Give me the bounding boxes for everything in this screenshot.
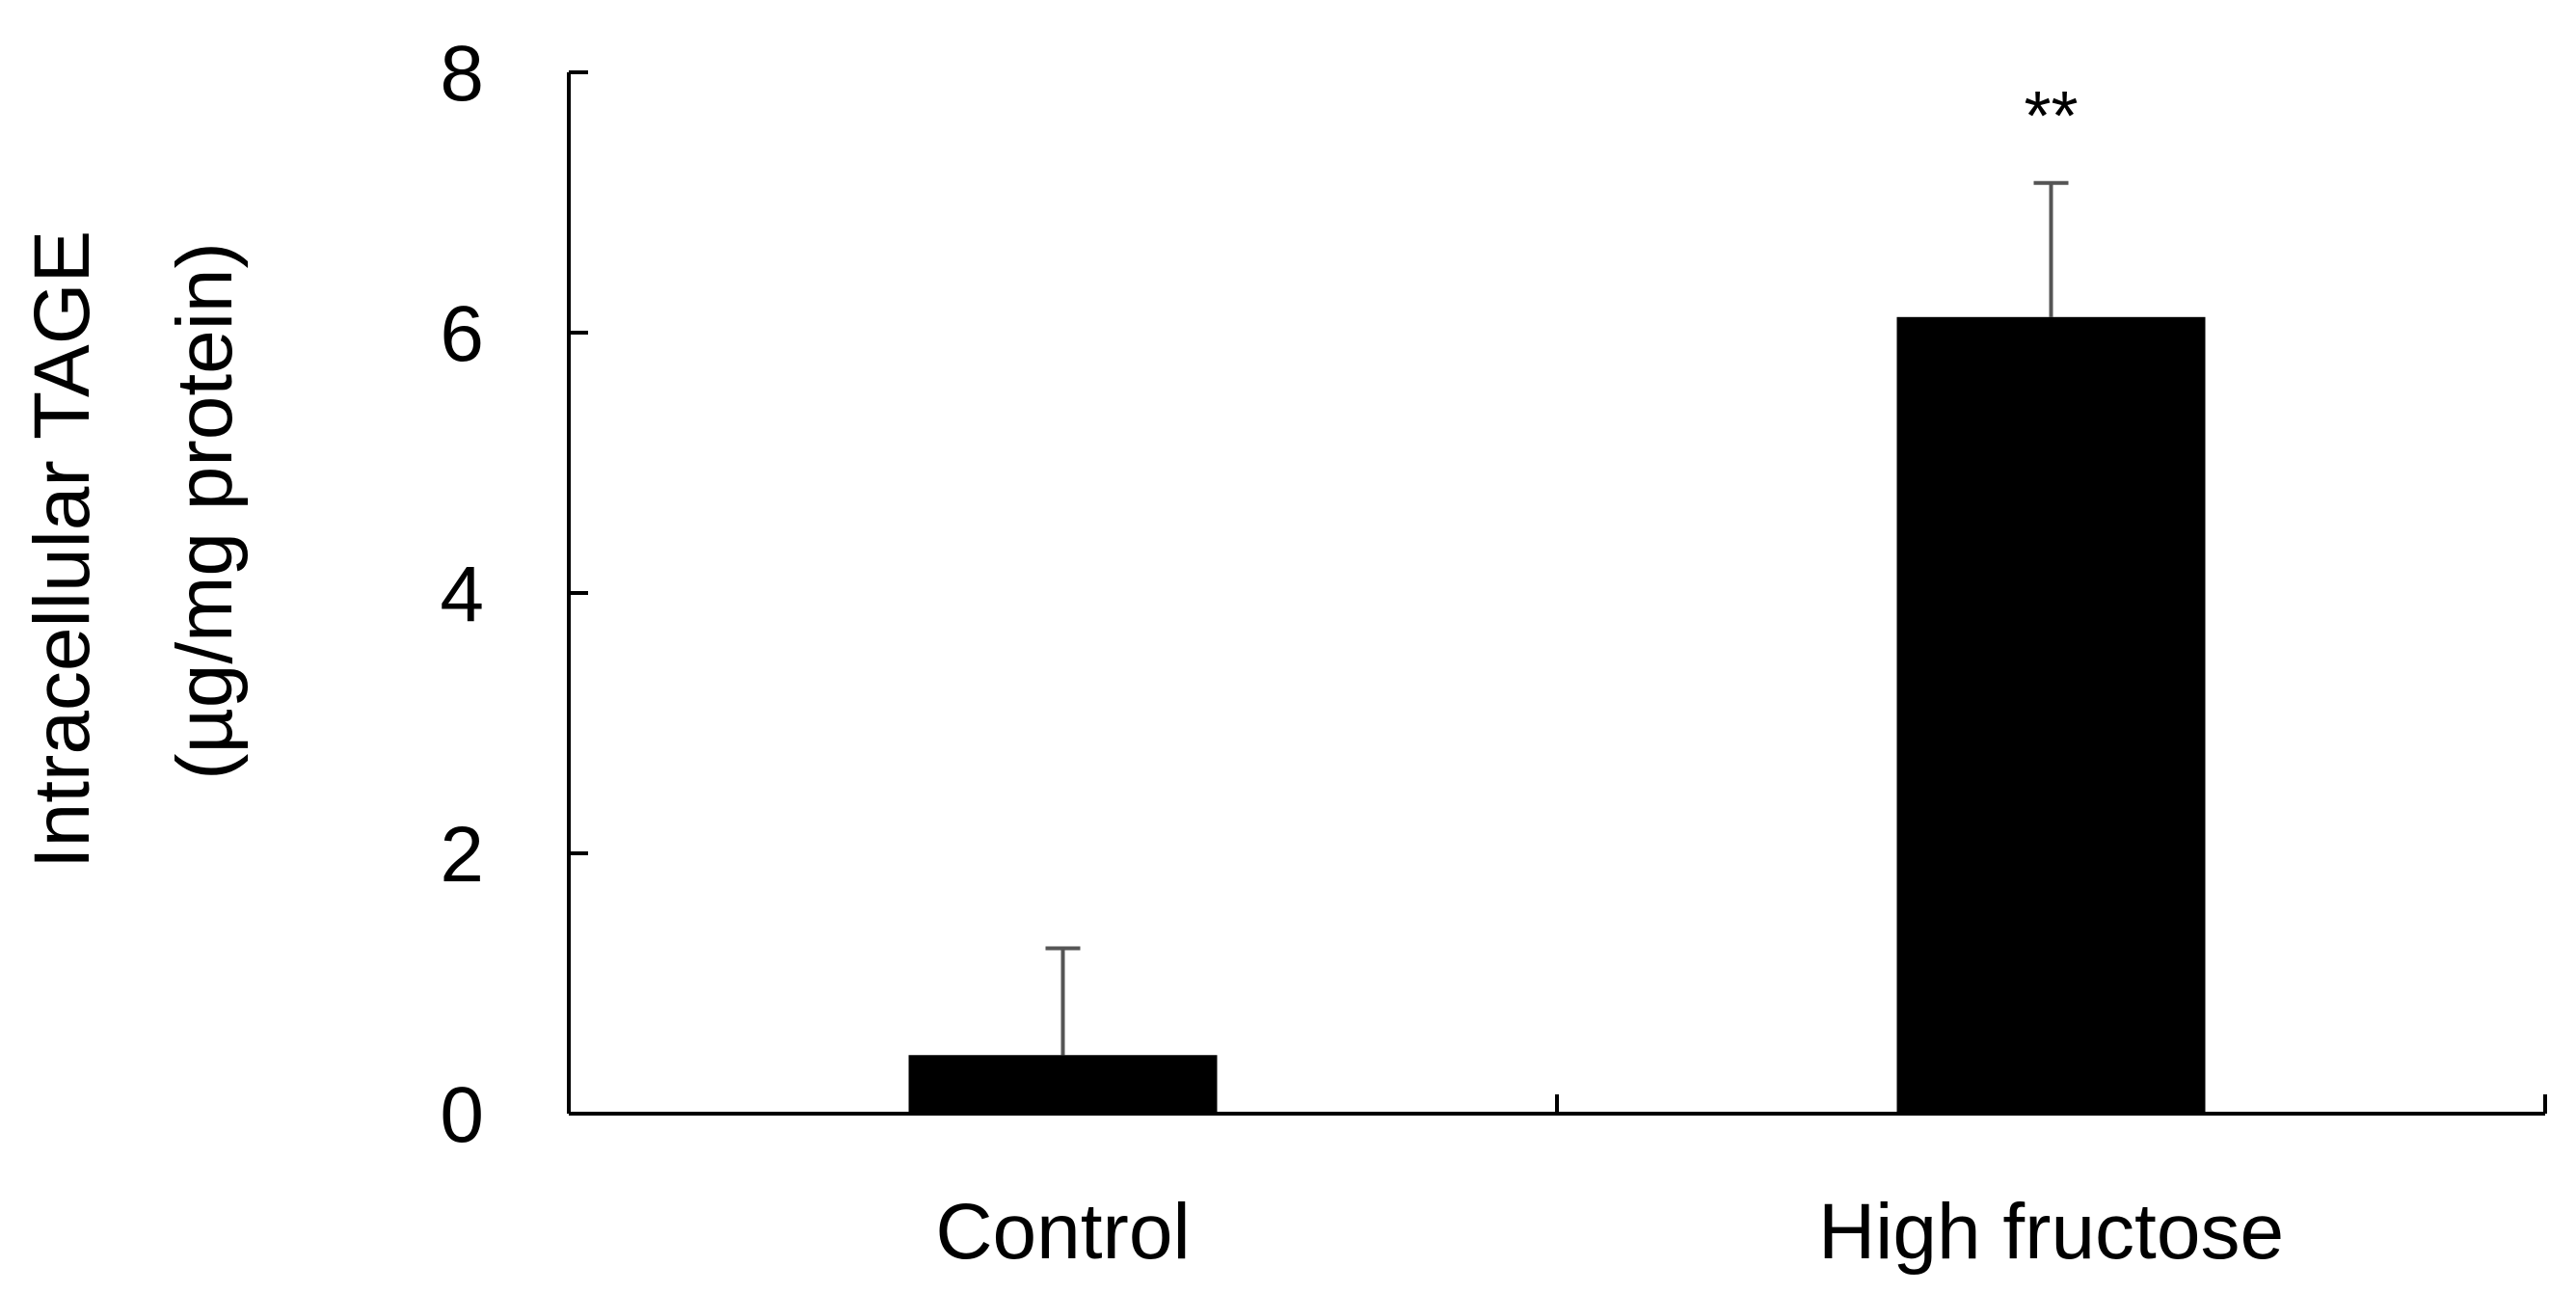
significance-marker: **	[2024, 78, 2078, 155]
y-axis-title: Intracellular TAGE (µg/mg protein)	[18, 230, 249, 869]
axes	[567, 70, 2547, 1116]
x-category-label: High fructose	[1818, 1188, 2284, 1276]
bars	[908, 316, 2206, 1114]
bar	[908, 1055, 1218, 1114]
error-bars	[1045, 180, 2069, 1056]
y-tick-label: 2	[440, 811, 484, 899]
x-category-label: Control	[935, 1188, 1190, 1276]
y-tick-label: 0	[440, 1071, 484, 1159]
labels: 0 2 4 6 8 Control High fructose **	[440, 30, 2284, 1276]
y-tick-label: 4	[440, 551, 484, 638]
y-axis-title-line-2: (µg/mg protein)	[161, 242, 249, 780]
bar	[1896, 316, 2206, 1114]
y-axis-title-line-1: Intracellular TAGE	[18, 230, 106, 869]
y-tick-label: 6	[440, 290, 484, 378]
y-tick-label: 8	[440, 30, 484, 118]
